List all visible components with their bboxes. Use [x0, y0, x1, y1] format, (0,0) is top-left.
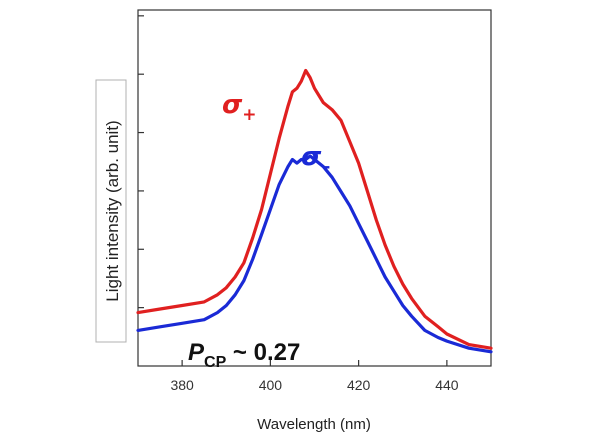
x-tick-label: 380 — [170, 377, 194, 393]
series-lines — [136, 68, 493, 354]
sigma-minus-base: σ — [301, 142, 322, 172]
plot-frame — [137, 9, 492, 367]
y-ticks — [138, 15, 144, 309]
series-label-sigma-minus: σ- — [301, 142, 330, 177]
sigma-plus-base: σ — [222, 90, 243, 120]
x-tick-label: 440 — [435, 377, 459, 393]
pcp-main: P — [188, 339, 205, 366]
x-tick-label: 420 — [347, 377, 371, 393]
y-axis-title: Light intensity (arb. unit) — [103, 120, 122, 301]
pcp-sub: CP — [204, 354, 227, 371]
x-tick-labels: 380 400 420 440 — [170, 377, 458, 393]
sigma-minus-sub: - — [323, 157, 330, 177]
series-label-sigma-plus: σ+ — [222, 90, 257, 125]
x-axis-title: Wavelength (nm) — [257, 416, 371, 433]
pcp-value: ~ 0.27 — [226, 339, 300, 366]
pcp-annotation: PCP ~ 0.27 — [188, 339, 300, 371]
x-tick-label: 400 — [259, 377, 283, 393]
series-line-sigma-minus — [136, 154, 493, 354]
ylabel-box — [95, 79, 127, 343]
x-ticks — [181, 360, 448, 366]
sigma-plus-sub: + — [242, 105, 256, 125]
series-line-sigma-plus — [136, 68, 493, 350]
